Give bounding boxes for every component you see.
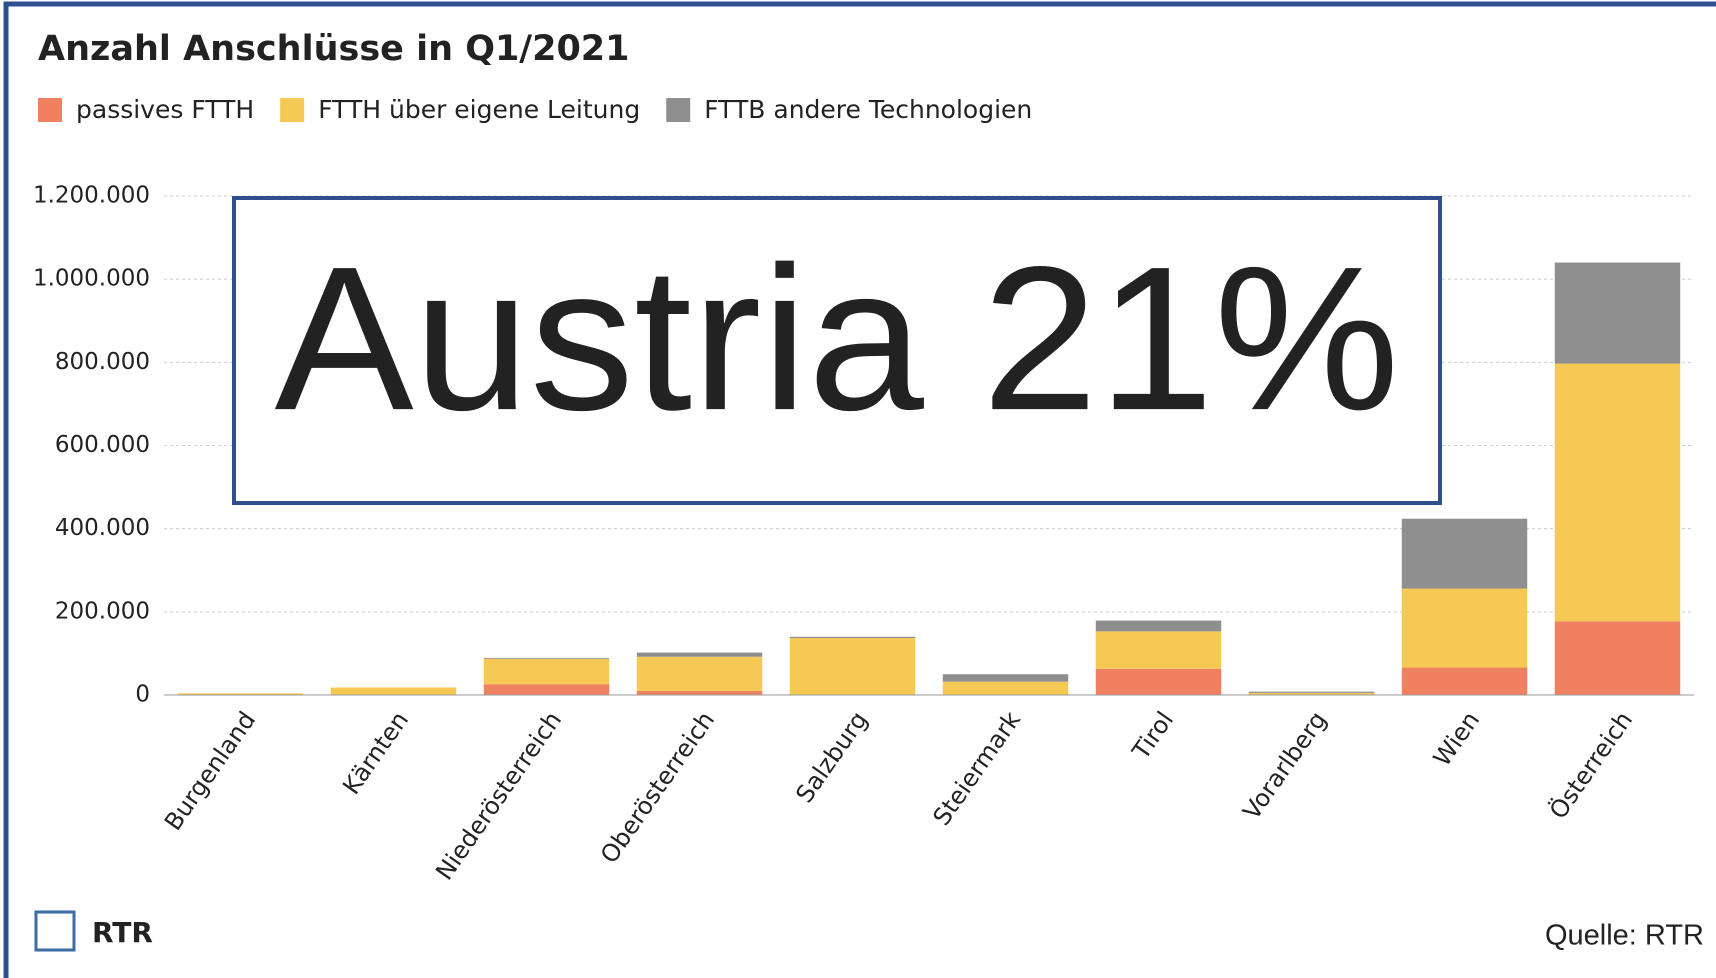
bar-segment <box>789 638 916 695</box>
y-tick-label: 1.000.000 <box>33 266 150 292</box>
bar-segment <box>942 674 1069 682</box>
bar-segment <box>1095 620 1222 632</box>
x-tick-label: Oberösterreich <box>595 706 720 868</box>
legend-label: FTTH über eigene Leitung <box>318 95 640 124</box>
bar-segment <box>1401 588 1528 668</box>
x-tick-label: Kärnten <box>337 706 414 799</box>
bar-segment <box>330 687 457 695</box>
legend-label: FTTB andere Technologien <box>704 95 1032 124</box>
y-tick-label: 600.000 <box>55 432 150 458</box>
y-tick-label: 400.000 <box>55 515 150 541</box>
bar-segment <box>177 693 304 695</box>
bar-segment <box>1248 692 1375 695</box>
bar-segment <box>1095 668 1222 695</box>
legend-swatch <box>666 98 691 122</box>
x-tick-label: Wien <box>1428 706 1485 771</box>
source: Quelle: RTR <box>1545 920 1704 952</box>
frame <box>3 1 1716 978</box>
bar-segment <box>1554 262 1681 364</box>
y-tick-label: 1.200.000 <box>33 183 150 209</box>
bar-segment <box>1554 621 1681 695</box>
bar-segment <box>483 657 610 659</box>
y-tick-label: 800.000 <box>55 349 150 375</box>
x-tick-label: Niederösterreich <box>430 706 567 885</box>
x-tick-label: Steiermark <box>927 706 1026 830</box>
bar-segment <box>483 658 610 685</box>
bar-segment <box>636 656 763 691</box>
bar-segment <box>1095 631 1222 669</box>
legend-label: passives FTTH <box>76 95 254 124</box>
logo: RTR <box>34 910 153 952</box>
legend-swatch <box>38 98 62 122</box>
bar-segment <box>636 652 763 657</box>
y-tick-label: 200.000 <box>55 598 150 624</box>
bar-segment <box>483 684 610 695</box>
y-tick-label: 0 <box>135 682 150 708</box>
bar-segment <box>942 681 1069 695</box>
x-tick-label: Tirol <box>1126 706 1179 765</box>
x-tick-label: Salzburg <box>790 706 873 808</box>
bar-segment <box>789 636 916 639</box>
bar-segment <box>1248 691 1375 693</box>
bar-segment <box>1401 518 1528 589</box>
x-tick-label: Österreich <box>1543 706 1638 824</box>
bar-segment <box>1554 363 1681 622</box>
annotation-box <box>232 196 1442 505</box>
x-tick-label: Burgenland <box>159 706 261 835</box>
legend-swatch <box>280 98 305 122</box>
logo-text: RTR <box>92 916 153 949</box>
logo-icon <box>34 910 76 952</box>
chart-title: Anzahl Anschlüsse in Q1/2021 <box>38 29 630 69</box>
bar-segment <box>636 690 763 695</box>
annotation: Austria 21% <box>275 224 1400 453</box>
x-tick-label: Vorarlberg <box>1237 706 1332 824</box>
bar-segment <box>1401 667 1528 695</box>
